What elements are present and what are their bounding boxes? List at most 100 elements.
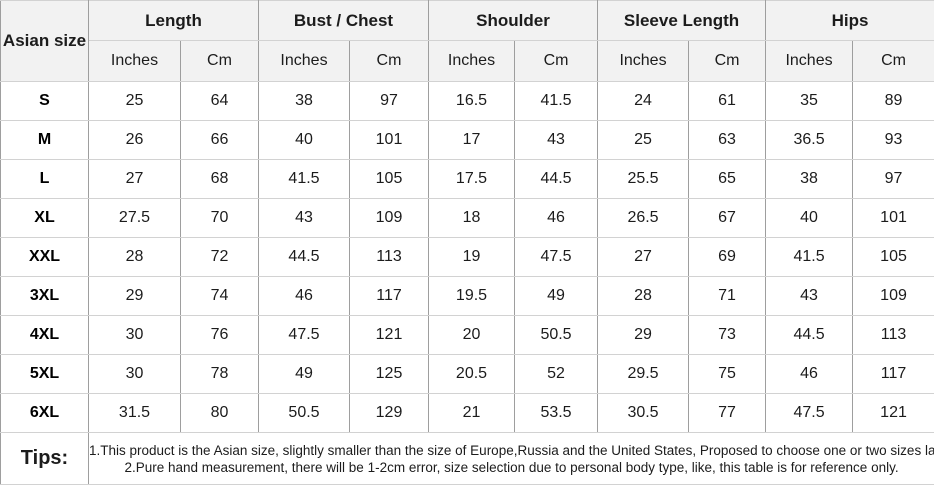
table-row: 5XL 30 78 49 125 20.5 52 29.5 75 46 117 xyxy=(0,354,934,394)
value-inches: 26 xyxy=(88,120,181,160)
value-inches: 41.5 xyxy=(258,159,350,199)
value-cm: 72 xyxy=(180,237,259,277)
value-cm: 113 xyxy=(852,315,934,355)
value-inches: 24 xyxy=(597,81,690,121)
size-label: 4XL xyxy=(0,315,89,355)
value-cm: 97 xyxy=(852,159,934,199)
value-inches: 43 xyxy=(258,198,350,238)
value-cm: 61 xyxy=(688,81,767,121)
value-inches: 25 xyxy=(597,120,690,160)
value-inches: 26.5 xyxy=(597,198,690,238)
table-row: 4XL 30 76 47.5 121 20 50.5 29 73 44.5 113 xyxy=(0,315,934,355)
value-cm: 49 xyxy=(513,276,599,316)
value-cm: 53.5 xyxy=(513,393,599,433)
value-cm: 117 xyxy=(852,354,934,394)
unit-header-cm: Cm xyxy=(852,40,934,82)
group-header-hips: Hips xyxy=(765,0,934,41)
value-cm: 105 xyxy=(852,237,934,277)
value-cm: 73 xyxy=(688,315,767,355)
value-cm: 109 xyxy=(852,276,934,316)
value-inches: 47.5 xyxy=(765,393,854,433)
value-cm: 70 xyxy=(180,198,259,238)
value-inches: 18 xyxy=(428,198,515,238)
value-cm: 44.5 xyxy=(513,159,599,199)
value-inches: 31.5 xyxy=(88,393,181,433)
value-inches: 17 xyxy=(428,120,515,160)
table-row: 6XL 31.5 80 50.5 129 21 53.5 30.5 77 47.5 121 xyxy=(0,393,934,433)
value-inches: 17.5 xyxy=(428,159,515,199)
unit-header-row: Inches Cm Inches Cm Inches Cm Inches Cm … xyxy=(1,40,934,82)
tips-line-2: 2.Pure hand measurement, there will be 1… xyxy=(124,459,899,475)
value-cm: 93 xyxy=(852,120,934,160)
size-label: 5XL xyxy=(0,354,89,394)
group-header-bust-chest: Bust / Chest xyxy=(258,0,429,41)
value-inches: 25 xyxy=(88,81,181,121)
value-cm: 41.5 xyxy=(513,81,599,121)
unit-header-cm: Cm xyxy=(180,40,259,82)
value-inches: 25.5 xyxy=(597,159,690,199)
value-cm: 101 xyxy=(852,198,934,238)
value-cm: 76 xyxy=(180,315,259,355)
value-cm: 47.5 xyxy=(513,237,599,277)
value-inches: 20 xyxy=(428,315,515,355)
value-cm: 67 xyxy=(688,198,767,238)
value-inches: 27.5 xyxy=(88,198,181,238)
tips-text: 1.This product is the Asian size, slight… xyxy=(87,432,934,485)
tips-line-1: 1.This product is the Asian size, slight… xyxy=(89,442,934,458)
value-cm: 75 xyxy=(688,354,767,394)
unit-header-cm: Cm xyxy=(349,40,429,82)
value-inches: 30.5 xyxy=(597,393,690,433)
value-cm: 65 xyxy=(688,159,767,199)
size-label: XXL xyxy=(0,237,89,277)
group-header-shoulder: Shoulder xyxy=(427,0,599,41)
value-inches: 47.5 xyxy=(258,315,350,355)
table-row: XXL 28 72 44.5 113 19 47.5 27 69 41.5 105 xyxy=(0,237,934,277)
unit-header-cm: Cm xyxy=(688,40,767,82)
value-inches: 46 xyxy=(765,354,854,394)
value-inches: 30 xyxy=(88,315,181,355)
size-label: XL xyxy=(0,198,89,238)
group-header-sleeve-length: Sleeve Length xyxy=(597,0,767,41)
value-inches: 27 xyxy=(88,159,181,199)
value-cm: 121 xyxy=(349,315,429,355)
unit-header-inches: Inches xyxy=(258,40,350,82)
table-header: Asian size Length Bust / Chest Shoulder … xyxy=(0,0,934,82)
value-inches: 50.5 xyxy=(258,393,350,433)
value-inches: 40 xyxy=(765,198,854,238)
size-label: M xyxy=(0,120,89,160)
value-inches: 40 xyxy=(258,120,350,160)
size-label: 6XL xyxy=(0,393,89,433)
table-row: M 26 66 40 101 17 43 25 63 36.5 93 xyxy=(0,120,934,160)
value-inches: 30 xyxy=(88,354,181,394)
value-inches: 35 xyxy=(765,81,854,121)
value-inches: 49 xyxy=(258,354,350,394)
value-cm: 43 xyxy=(513,120,599,160)
value-cm: 46 xyxy=(513,198,599,238)
unit-header-inches: Inches xyxy=(765,40,854,82)
value-inches: 20.5 xyxy=(428,354,515,394)
value-cm: 89 xyxy=(852,81,934,121)
value-cm: 80 xyxy=(180,393,259,433)
value-cm: 68 xyxy=(180,159,259,199)
value-inches: 29 xyxy=(597,315,690,355)
value-cm: 69 xyxy=(688,237,767,277)
value-inches: 38 xyxy=(258,81,350,121)
value-cm: 63 xyxy=(688,120,767,160)
value-inches: 29 xyxy=(88,276,181,316)
table-row: XL 27.5 70 43 109 18 46 26.5 67 40 101 xyxy=(0,198,934,238)
value-cm: 125 xyxy=(349,354,429,394)
value-inches: 19.5 xyxy=(428,276,515,316)
value-cm: 129 xyxy=(349,393,429,433)
value-cm: 117 xyxy=(349,276,429,316)
unit-header-inches: Inches xyxy=(88,40,181,82)
unit-header-cm: Cm xyxy=(513,40,599,82)
size-label: L xyxy=(0,159,89,199)
value-inches: 29.5 xyxy=(597,354,690,394)
tips-label: Tips: xyxy=(0,432,89,485)
unit-header-inches: Inches xyxy=(428,40,515,82)
value-inches: 21 xyxy=(428,393,515,433)
value-inches: 46 xyxy=(258,276,350,316)
value-cm: 71 xyxy=(688,276,767,316)
